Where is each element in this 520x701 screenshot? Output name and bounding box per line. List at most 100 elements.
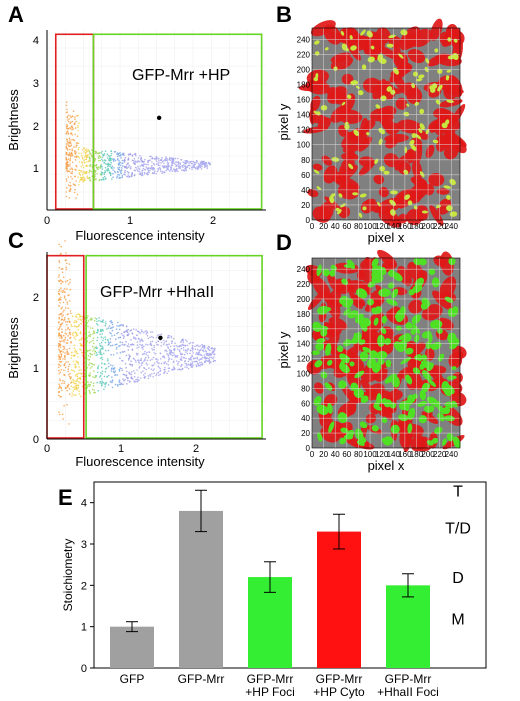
- fluorescent-spot: [369, 350, 378, 359]
- scatter-point: [188, 167, 191, 170]
- scatter-point: [123, 173, 125, 175]
- scatter-point: [68, 197, 70, 199]
- scatter-point: [134, 359, 137, 362]
- fluorescent-spot: [404, 194, 411, 200]
- scatter-point: [58, 394, 60, 397]
- scatter-point: [59, 365, 62, 367]
- scatter-point: [70, 369, 73, 371]
- scatter-point: [95, 376, 97, 378]
- cell-region: [344, 150, 356, 162]
- scatter-point: [88, 159, 90, 162]
- scatter-point: [173, 360, 175, 363]
- scatter-point: [120, 382, 122, 384]
- scatter-point: [77, 176, 79, 178]
- scatter-point: [126, 383, 128, 385]
- scatter-point: [61, 413, 64, 416]
- fluorescent-spot: [418, 258, 427, 266]
- image-xtick: 140: [387, 222, 401, 231]
- scatter-point: [116, 374, 119, 376]
- scatter-point: [75, 366, 77, 369]
- cell-region: [401, 32, 417, 48]
- scatter-point: [64, 358, 66, 360]
- scatter-point: [90, 381, 92, 384]
- scatter-point: [74, 133, 76, 136]
- scatter-point: [75, 146, 77, 148]
- scatter-point: [70, 357, 72, 359]
- scatter-point: [196, 351, 198, 354]
- scatter-point: [168, 159, 171, 161]
- scatter-point: [111, 376, 113, 378]
- scatter-point: [72, 360, 75, 363]
- scatter-point: [102, 339, 104, 342]
- scatter-point: [181, 338, 184, 341]
- scatter-point: [147, 163, 149, 166]
- scatter-point: [121, 169, 123, 171]
- scatter-point: [71, 128, 73, 131]
- scatter-point: [93, 391, 95, 394]
- scatter-point: [116, 384, 119, 386]
- scatter-point: [66, 350, 69, 353]
- scatter-point: [78, 172, 81, 174]
- scatter-point: [198, 349, 200, 352]
- scatter-point: [107, 374, 110, 377]
- scatter-point: [79, 377, 82, 380]
- scatter-point: [162, 165, 165, 167]
- scatter-point: [75, 380, 77, 383]
- scatter-point: [192, 352, 194, 354]
- scatter-point: [186, 340, 188, 343]
- scatter-point: [74, 122, 76, 124]
- scatter-point: [131, 173, 134, 175]
- scatter-point: [71, 167, 73, 169]
- scatter-point: [182, 340, 184, 342]
- scatter-point: [88, 385, 91, 388]
- scatter-point: [76, 325, 79, 328]
- scatter-point: [86, 175, 89, 178]
- scatter-point: [201, 363, 204, 365]
- scatter-point: [58, 358, 60, 360]
- image-ytick: 140: [297, 340, 311, 349]
- scatter-point: [178, 349, 181, 352]
- scatter-point: [80, 369, 82, 371]
- cell-region: [365, 413, 377, 424]
- fluorescent-spot: [383, 170, 390, 175]
- scatter-point: [196, 356, 199, 359]
- panel-d-image: [305, 249, 467, 453]
- scatter-point: [76, 114, 78, 117]
- scatter-point: [197, 353, 199, 356]
- scatter-point: [129, 153, 132, 155]
- scatter-point: [138, 170, 141, 173]
- scatter-point: [197, 162, 200, 165]
- scatter-point: [65, 163, 68, 166]
- scatter-point: [91, 327, 94, 330]
- fluorescent-spot: [339, 437, 347, 445]
- scatter-point: [166, 166, 169, 168]
- scatter-point: [131, 332, 133, 334]
- scatter-point: [60, 253, 62, 255]
- scatter-point: [67, 365, 70, 368]
- scatter-point: [73, 146, 75, 148]
- scatter-point: [60, 296, 62, 299]
- scatter-point: [58, 391, 61, 393]
- scatter-point: [186, 366, 188, 369]
- scatter-point: [138, 160, 141, 163]
- scatter-point: [111, 379, 114, 382]
- cell-region: [356, 281, 372, 296]
- scatter-point: [109, 165, 111, 168]
- image-xtick: 240: [445, 222, 459, 231]
- scatter-point: [192, 364, 194, 367]
- scatter-point: [66, 127, 68, 130]
- scatter-point: [111, 323, 114, 326]
- scatter-point: [101, 328, 104, 331]
- scatter-point: [168, 165, 171, 167]
- scatter-point: [99, 349, 101, 351]
- scatter-point: [181, 367, 184, 370]
- fluorescent-spot: [381, 398, 387, 404]
- scatter-point: [80, 338, 83, 340]
- scatter-point: [131, 365, 133, 367]
- scatter-point: [68, 152, 71, 154]
- scatter-point: [141, 338, 143, 341]
- scatter-point: [61, 336, 63, 339]
- scatter-point: [73, 355, 75, 357]
- scatter-point: [117, 159, 119, 161]
